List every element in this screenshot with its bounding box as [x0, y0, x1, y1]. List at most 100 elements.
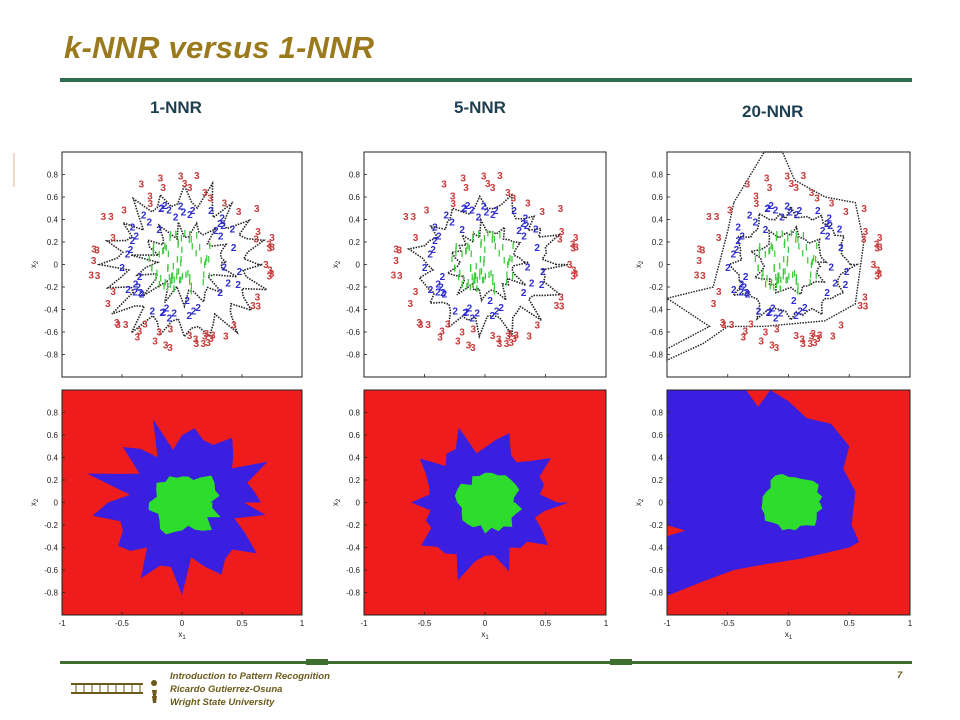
- data-point-class-1: l: [512, 241, 515, 251]
- data-point-class-1: l: [493, 234, 496, 244]
- y-axis-label-sub: 2: [336, 498, 342, 502]
- data-point-class-1: l: [490, 268, 493, 278]
- data-point-class-2: 2: [540, 267, 546, 278]
- data-point-class-1: l: [503, 256, 506, 266]
- y-tick-label: -0.4: [346, 306, 360, 315]
- data-point-class-3: 3: [877, 269, 883, 280]
- y-axis-label: x2: [29, 498, 40, 506]
- data-point-class-3: 3: [711, 299, 717, 310]
- data-point-class-1: l: [788, 271, 791, 281]
- data-point-class-1: l: [453, 263, 456, 273]
- data-point-class-1: l: [170, 271, 173, 281]
- data-point-class-1: l: [761, 272, 764, 282]
- data-point-class-2: 2: [791, 296, 797, 307]
- y-tick-label: 0.8: [652, 409, 664, 418]
- data-point-class-1: l: [787, 245, 790, 255]
- data-point-class-1: l: [773, 264, 776, 274]
- region-fills: [667, 390, 910, 615]
- data-point-class-1: l: [206, 253, 209, 263]
- data-point-class-1: l: [466, 282, 469, 292]
- data-point-class-1: l: [177, 238, 180, 248]
- data-point-class-3: 3: [455, 337, 461, 348]
- data-point-class-2: 2: [802, 303, 808, 314]
- data-point-class-1: l: [757, 263, 760, 273]
- data-point-class-2: 2: [461, 204, 467, 215]
- data-point-class-1: l: [164, 277, 167, 287]
- data-point-class-1: l: [509, 253, 512, 263]
- data-point-class-1: l: [479, 267, 482, 277]
- data-point-class-3: 3: [807, 339, 813, 350]
- footer-university: Wright State University: [170, 697, 275, 708]
- data-point-class-1: l: [480, 240, 483, 250]
- data-point-class-3: 3: [460, 174, 466, 185]
- data-point-class-1: l: [458, 268, 461, 278]
- data-point-class-2: 2: [745, 290, 751, 301]
- data-point-class-2: 2: [128, 245, 134, 256]
- data-point-class-3: 3: [763, 327, 769, 338]
- data-point-class-1: l: [461, 280, 464, 290]
- data-point-class-1: l: [491, 277, 494, 287]
- data-point-class-3: 3: [743, 326, 749, 337]
- data-point-class-1: l: [785, 275, 788, 285]
- data-point-class-3: 3: [861, 235, 867, 246]
- data-point-class-3: 3: [110, 233, 116, 244]
- y-tick-label: -0.4: [44, 306, 58, 315]
- data-point-class-2: 2: [524, 221, 530, 232]
- data-point-class-3: 3: [178, 172, 184, 183]
- data-point-class-3: 3: [793, 331, 799, 342]
- data-point-class-3: 3: [809, 188, 815, 199]
- data-point-class-3: 3: [425, 320, 431, 331]
- data-point-class-3: 3: [231, 321, 237, 332]
- data-point-class-2: 2: [739, 231, 745, 242]
- data-point-class-3: 3: [843, 207, 849, 218]
- data-point-class-1: l: [190, 287, 193, 297]
- data-point-class-1: l: [779, 284, 782, 294]
- data-point-class-2: 2: [221, 263, 227, 274]
- data-point-class-3: 3: [416, 318, 422, 329]
- y-tick-label: 0.2: [652, 476, 664, 485]
- data-point-class-2: 2: [825, 231, 831, 242]
- data-point-class-2: 2: [156, 225, 162, 236]
- data-point-class-3: 3: [507, 329, 513, 340]
- data-point-class-1: l: [773, 282, 776, 292]
- y-tick-label: 0.6: [349, 193, 361, 202]
- data-point-class-3: 3: [391, 270, 397, 281]
- data-point-class-1: l: [782, 272, 785, 282]
- data-point-class-1: l: [786, 254, 789, 264]
- data-point-class-1: l: [815, 271, 818, 281]
- data-point-class-1: l: [481, 275, 484, 285]
- region-fills: [62, 390, 302, 615]
- data-point-class-1: l: [488, 270, 491, 280]
- data-point-class-2: 2: [132, 288, 138, 299]
- data-point-class-3: 3: [694, 270, 700, 281]
- data-point-class-3: 3: [800, 339, 806, 350]
- data-point-class-3: 3: [182, 179, 188, 190]
- data-point-class-3: 3: [123, 320, 129, 331]
- data-point-class-2: 2: [494, 307, 500, 318]
- data-point-class-2: 2: [742, 283, 748, 294]
- y-axis-label: x2: [331, 498, 342, 506]
- data-point-class-3: 3: [255, 302, 261, 313]
- data-point-class-1: l: [472, 280, 475, 290]
- data-point-class-3: 3: [187, 183, 193, 194]
- y-tick-label: -0.2: [649, 521, 663, 530]
- y-axis-label-sub: 2: [336, 260, 342, 264]
- data-point-class-1: l: [164, 241, 167, 251]
- data-point-class-1: l: [171, 271, 174, 281]
- data-point-class-1: l: [786, 275, 789, 285]
- x-axis-label-sub: 1: [485, 635, 489, 641]
- data-point-class-3: 3: [267, 272, 273, 283]
- x-tick-label: 0: [180, 619, 185, 628]
- data-point-class-1: l: [472, 233, 475, 243]
- data-point-class-3: 3: [418, 320, 424, 331]
- data-point-class-2: 2: [744, 288, 750, 299]
- data-point-class-1: l: [511, 271, 514, 281]
- data-point-class-1: l: [469, 282, 472, 292]
- data-point-class-1: l: [793, 268, 796, 278]
- y-tick-label: -0.6: [44, 566, 58, 575]
- data-point-class-1: l: [493, 287, 496, 297]
- data-point-class-2: 2: [428, 285, 434, 296]
- data-point-class-3: 3: [511, 194, 517, 205]
- data-point-class-1: l: [508, 257, 511, 267]
- outer-decision-boundary: [96, 180, 270, 339]
